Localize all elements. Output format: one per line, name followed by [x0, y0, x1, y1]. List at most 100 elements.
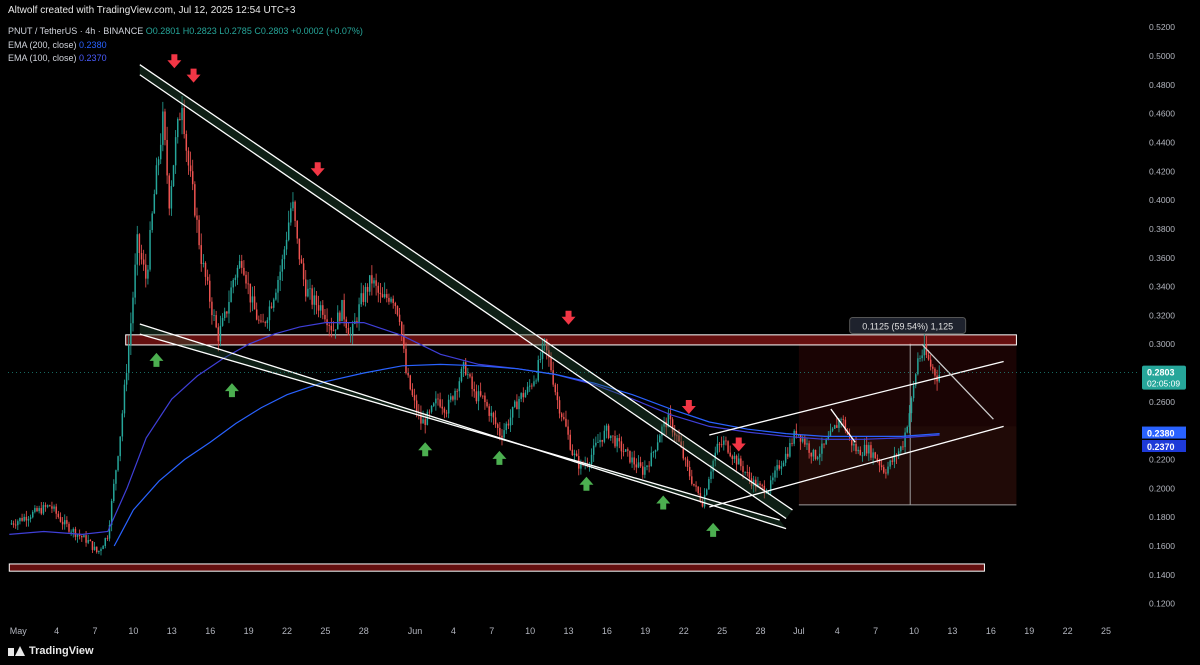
candle-body	[260, 320, 262, 322]
ema100-legend[interactable]: EMA (100, close) 0.2370	[8, 53, 107, 63]
candle-body	[520, 393, 522, 399]
candle-body	[249, 283, 252, 303]
candle-body	[774, 470, 776, 478]
candle-body	[61, 521, 64, 525]
tradingview-logo[interactable]: TradingView	[8, 645, 94, 657]
candle-body	[247, 283, 249, 285]
candle-body	[776, 465, 778, 471]
candle-body	[567, 426, 569, 435]
candle-body	[125, 373, 128, 385]
candle-body	[153, 194, 156, 214]
candle-body	[836, 425, 838, 428]
candle-body	[595, 442, 597, 446]
candle-body	[91, 541, 94, 550]
price-tick: 0.5200	[1149, 22, 1175, 32]
time-tick: 16	[986, 626, 996, 636]
arrows-layer	[149, 54, 746, 537]
candle-body	[123, 384, 126, 414]
candle-body	[437, 398, 439, 400]
candle-body	[742, 466, 744, 473]
candle-body	[300, 259, 303, 264]
candle-body	[467, 374, 469, 376]
candle-body	[234, 277, 237, 281]
up-arrow	[149, 352, 164, 367]
candle-body	[127, 345, 130, 374]
price-tick: 0.2200	[1149, 454, 1175, 464]
candle-body	[14, 524, 17, 526]
candle-body	[313, 295, 316, 305]
ema-layer	[9, 322, 940, 547]
candle-body	[392, 298, 394, 303]
candle-body	[179, 118, 181, 121]
candle-body	[100, 549, 102, 551]
candle-body	[219, 325, 222, 342]
price-tick: 0.3400	[1149, 282, 1175, 292]
candle-body	[132, 297, 134, 324]
candle-body	[921, 355, 923, 359]
candle-body	[298, 238, 301, 260]
ema200-legend[interactable]: EMA (200, close) 0.2380	[8, 40, 107, 50]
descending-resistance-fill	[139, 64, 793, 519]
candle-body	[917, 358, 919, 375]
candle-body	[373, 280, 375, 284]
candle-body	[524, 392, 527, 398]
candle-body	[499, 427, 501, 436]
candle-body	[232, 280, 234, 288]
time-tick: 22	[679, 626, 689, 636]
candle-body	[458, 381, 461, 392]
candle-body	[761, 484, 763, 486]
candle-body	[445, 412, 448, 414]
candle-body	[897, 451, 900, 457]
candle-body	[851, 437, 853, 446]
tradingview-icon	[8, 646, 25, 656]
candle-body	[383, 294, 386, 298]
candle-body	[723, 440, 725, 445]
time-tick: 7	[489, 626, 494, 636]
candle-body	[381, 294, 384, 298]
candle-body	[729, 452, 731, 457]
candle-body	[825, 439, 827, 445]
candle-body	[759, 483, 761, 485]
candle-body	[464, 362, 467, 375]
candle-body	[23, 516, 25, 521]
ema100-line	[9, 322, 940, 536]
candle-body	[676, 435, 678, 437]
candle-body	[460, 368, 463, 382]
candle-body	[708, 479, 710, 490]
candle-body	[400, 321, 403, 335]
candle-body	[349, 334, 352, 336]
candle-body	[880, 465, 883, 468]
candle-body	[701, 501, 704, 507]
candle-body	[334, 329, 337, 331]
symbol-label[interactable]: PNUT / TetherUS · 4h · BINANCE	[8, 26, 144, 36]
candle-body	[81, 535, 83, 538]
candle-body	[799, 434, 802, 442]
measure-label: 0.1125 (59.54%) 1,125	[862, 321, 953, 331]
candle-body	[678, 435, 680, 442]
candle-body	[366, 286, 369, 292]
candle-body	[514, 401, 516, 407]
candle-body	[296, 220, 298, 239]
candle-body	[356, 320, 358, 322]
candle-body	[68, 523, 70, 532]
measure-label-box	[849, 316, 967, 334]
candle-body	[72, 528, 75, 532]
candle-body	[705, 489, 708, 495]
candle-body	[332, 330, 335, 332]
candle-body	[518, 398, 520, 410]
time-tick: 7	[93, 626, 98, 636]
candle-body	[554, 384, 557, 393]
candle-body	[311, 288, 313, 305]
candle-body	[279, 271, 281, 280]
candle-body	[277, 279, 279, 293]
candle-body	[189, 165, 192, 172]
candle-body	[236, 267, 239, 278]
candle-body	[405, 348, 407, 374]
candle-body	[428, 411, 431, 413]
time-tick: 13	[167, 626, 177, 636]
candle-body	[639, 462, 642, 467]
candle-body	[893, 454, 896, 462]
candle-body	[548, 350, 550, 358]
candle-body	[307, 288, 309, 297]
